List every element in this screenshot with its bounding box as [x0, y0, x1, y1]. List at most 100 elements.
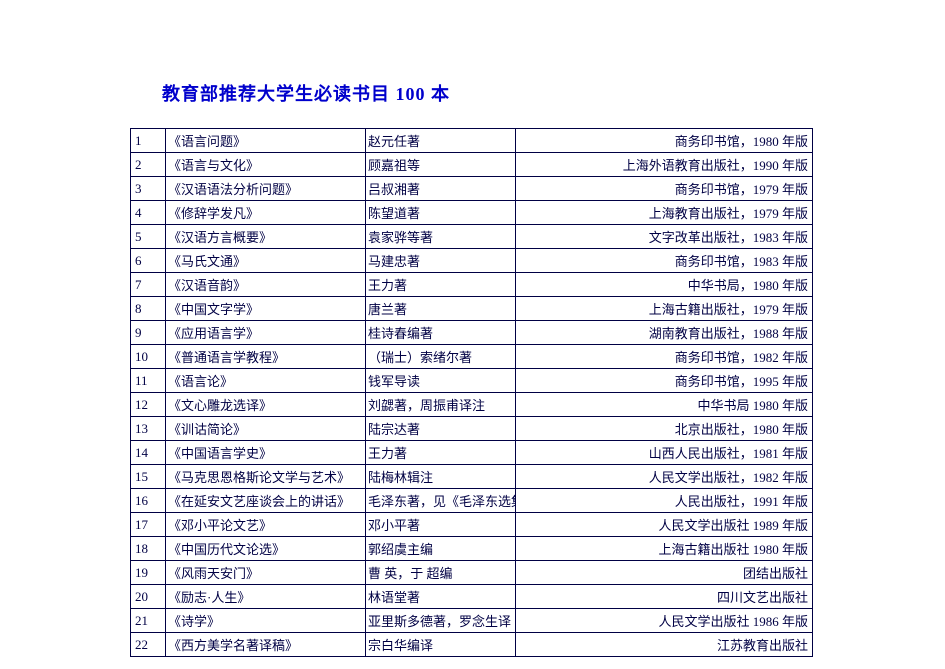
cell-idx: 22: [131, 633, 166, 657]
cell-book: 《应用语言学》: [166, 321, 366, 345]
table-row: 11《语言论》钱军导读商务印书馆，1995 年版: [131, 369, 813, 393]
cell-publisher: 文字改革出版社，1983 年版: [516, 225, 813, 249]
cell-idx: 16: [131, 489, 166, 513]
cell-publisher: 北京出版社，1980 年版: [516, 417, 813, 441]
books-table-body: 1《语言问题》赵元任著商务印书馆，1980 年版2《语言与文化》顾嘉祖等上海外语…: [131, 129, 813, 657]
cell-idx: 2: [131, 153, 166, 177]
cell-book: 《汉语音韵》: [166, 273, 366, 297]
cell-publisher: 团结出版社: [516, 561, 813, 585]
cell-idx: 12: [131, 393, 166, 417]
cell-book: 《西方美学名著译稿》: [166, 633, 366, 657]
cell-idx: 1: [131, 129, 166, 153]
cell-publisher: 商务印书馆，1982 年版: [516, 345, 813, 369]
cell-author: （瑞士）索绪尔著: [366, 345, 516, 369]
cell-book: 《马氏文通》: [166, 249, 366, 273]
cell-publisher: 人民文学出版社，1982 年版: [516, 465, 813, 489]
table-row: 13《训诂简论》陆宗达著北京出版社，1980 年版: [131, 417, 813, 441]
table-row: 7《汉语音韵》王力著中华书局，1980 年版: [131, 273, 813, 297]
cell-book: 《风雨天安门》: [166, 561, 366, 585]
cell-author: 桂诗春编著: [366, 321, 516, 345]
cell-book: 《中国历代文论选》: [166, 537, 366, 561]
cell-idx: 6: [131, 249, 166, 273]
cell-author: 毛泽东著，见《毛泽东选集》第 3 卷: [366, 489, 516, 513]
cell-publisher: 人民文学出版社 1989 年版: [516, 513, 813, 537]
cell-book: 《语言与文化》: [166, 153, 366, 177]
cell-book: 《中国文字学》: [166, 297, 366, 321]
cell-book: 《汉语方言概要》: [166, 225, 366, 249]
cell-author: 陆宗达著: [366, 417, 516, 441]
table-row: 20《励志·人生》林语堂著四川文艺出版社: [131, 585, 813, 609]
cell-idx: 7: [131, 273, 166, 297]
cell-author: 王力著: [366, 273, 516, 297]
cell-book: 《文心雕龙选译》: [166, 393, 366, 417]
cell-book: 《修辞学发凡》: [166, 201, 366, 225]
page-title: 教育部推荐大学生必读书目 100 本: [162, 80, 945, 106]
table-row: 10《普通语言学教程》（瑞士）索绪尔著商务印书馆，1982 年版: [131, 345, 813, 369]
cell-publisher: 江苏教育出版社: [516, 633, 813, 657]
cell-book: 《在延安文艺座谈会上的讲话》: [166, 489, 366, 513]
table-row: 9《应用语言学》桂诗春编著湖南教育出版社，1988 年版: [131, 321, 813, 345]
cell-book: 《语言问题》: [166, 129, 366, 153]
cell-publisher: 上海古籍出版社 1980 年版: [516, 537, 813, 561]
cell-idx: 9: [131, 321, 166, 345]
cell-author: 袁家骅等著: [366, 225, 516, 249]
cell-idx: 4: [131, 201, 166, 225]
cell-author: 宗白华编译: [366, 633, 516, 657]
cell-author: 唐兰著: [366, 297, 516, 321]
cell-author: 陆梅林辑注: [366, 465, 516, 489]
table-row: 3《汉语语法分析问题》吕叔湘著商务印书馆，1979 年版: [131, 177, 813, 201]
cell-author: 吕叔湘著: [366, 177, 516, 201]
cell-idx: 15: [131, 465, 166, 489]
cell-book: 《中国语言学史》: [166, 441, 366, 465]
cell-publisher: 商务印书馆，1983 年版: [516, 249, 813, 273]
cell-author: 刘勰著，周振甫译注: [366, 393, 516, 417]
cell-idx: 10: [131, 345, 166, 369]
cell-idx: 21: [131, 609, 166, 633]
cell-publisher: 山西人民出版社，1981 年版: [516, 441, 813, 465]
cell-idx: 18: [131, 537, 166, 561]
cell-book: 《汉语语法分析问题》: [166, 177, 366, 201]
cell-book: 《邓小平论文艺》: [166, 513, 366, 537]
cell-author: 林语堂著: [366, 585, 516, 609]
cell-idx: 19: [131, 561, 166, 585]
cell-publisher: 商务印书馆，1979 年版: [516, 177, 813, 201]
cell-publisher: 人民出版社，1991 年版: [516, 489, 813, 513]
cell-author: 马建忠著: [366, 249, 516, 273]
books-table: 1《语言问题》赵元任著商务印书馆，1980 年版2《语言与文化》顾嘉祖等上海外语…: [130, 128, 813, 657]
cell-book: 《马克思恩格斯论文学与艺术》: [166, 465, 366, 489]
table-row: 19《风雨天安门》曹 英，于 超编团结出版社: [131, 561, 813, 585]
cell-author: 钱军导读: [366, 369, 516, 393]
table-row: 14《中国语言学史》王力著山西人民出版社，1981 年版: [131, 441, 813, 465]
cell-idx: 17: [131, 513, 166, 537]
cell-idx: 20: [131, 585, 166, 609]
cell-publisher: 中华书局 1980 年版: [516, 393, 813, 417]
cell-publisher: 人民文学出版社 1986 年版: [516, 609, 813, 633]
table-row: 4《修辞学发凡》陈望道著上海教育出版社，1979 年版: [131, 201, 813, 225]
table-row: 5《汉语方言概要》袁家骅等著文字改革出版社，1983 年版: [131, 225, 813, 249]
cell-author: 邓小平著: [366, 513, 516, 537]
cell-publisher: 上海古籍出版社，1979 年版: [516, 297, 813, 321]
table-row: 22《西方美学名著译稿》宗白华编译江苏教育出版社: [131, 633, 813, 657]
table-row: 18《中国历代文论选》郭绍虞主编上海古籍出版社 1980 年版: [131, 537, 813, 561]
table-row: 15《马克思恩格斯论文学与艺术》陆梅林辑注人民文学出版社，1982 年版: [131, 465, 813, 489]
cell-idx: 5: [131, 225, 166, 249]
cell-book: 《诗学》: [166, 609, 366, 633]
table-row: 17《邓小平论文艺》邓小平著人民文学出版社 1989 年版: [131, 513, 813, 537]
cell-author: 曹 英，于 超编: [366, 561, 516, 585]
cell-idx: 3: [131, 177, 166, 201]
table-row: 12《文心雕龙选译》刘勰著，周振甫译注中华书局 1980 年版: [131, 393, 813, 417]
cell-publisher: 商务印书馆，1995 年版: [516, 369, 813, 393]
table-row: 6《马氏文通》马建忠著商务印书馆，1983 年版: [131, 249, 813, 273]
cell-idx: 8: [131, 297, 166, 321]
cell-idx: 11: [131, 369, 166, 393]
table-row: 21《诗学》亚里斯多德著，罗念生译人民文学出版社 1986 年版: [131, 609, 813, 633]
cell-author: 郭绍虞主编: [366, 537, 516, 561]
cell-idx: 14: [131, 441, 166, 465]
cell-author: 赵元任著: [366, 129, 516, 153]
table-row: 8《中国文字学》唐兰著上海古籍出版社，1979 年版: [131, 297, 813, 321]
cell-publisher: 商务印书馆，1980 年版: [516, 129, 813, 153]
cell-book: 《普通语言学教程》: [166, 345, 366, 369]
table-row: 16《在延安文艺座谈会上的讲话》毛泽东著，见《毛泽东选集》第 3 卷人民出版社，…: [131, 489, 813, 513]
cell-book: 《训诂简论》: [166, 417, 366, 441]
cell-book: 《励志·人生》: [166, 585, 366, 609]
